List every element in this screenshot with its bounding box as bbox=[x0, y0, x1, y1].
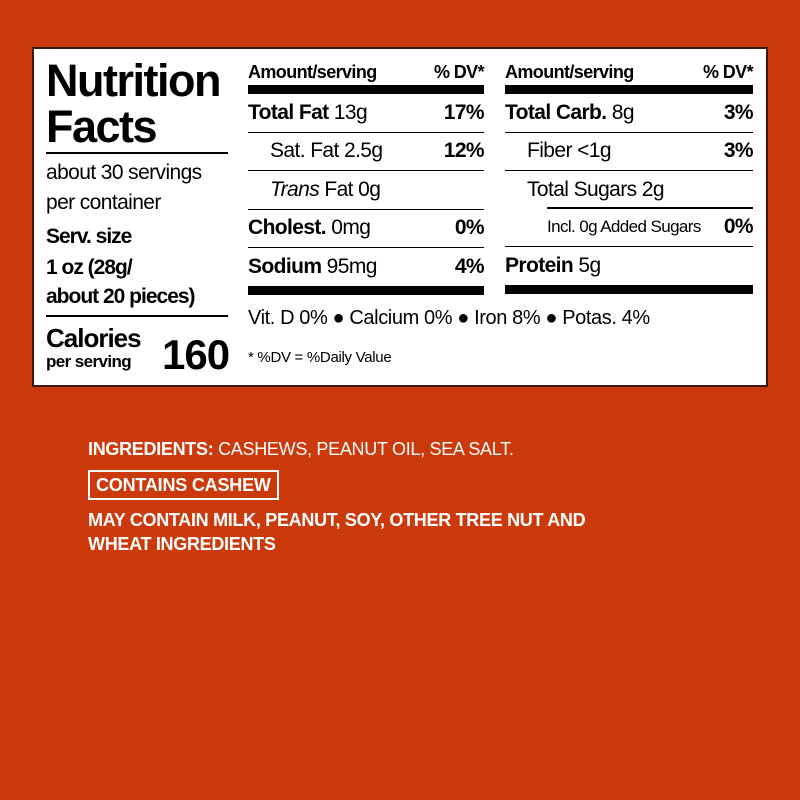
nutrient-name: Total Sugars bbox=[527, 177, 637, 201]
vitamins-minerals: Vit. D 0% ● Calcium 0% ● Iron 8% ● Potas… bbox=[248, 307, 650, 329]
thick-rule bbox=[505, 85, 753, 94]
nutrient-row: Total Carb. 8g 3% bbox=[505, 94, 754, 133]
nutrient-dv: 12% bbox=[443, 139, 485, 163]
nutrient-dv: 4% bbox=[454, 254, 485, 278]
nutrient-name: Incl. 0g Added Sugars bbox=[547, 217, 701, 237]
thick-rule bbox=[248, 285, 484, 295]
nutrient-name: Total Carb. bbox=[505, 100, 607, 124]
servings-per-container-2: per container bbox=[46, 191, 161, 214]
title-nutrition: Nutrition bbox=[46, 55, 221, 106]
nutrient-row: Cholest. 0mg 0% bbox=[248, 210, 485, 248]
calories-sub: per serving bbox=[46, 352, 132, 371]
divider bbox=[547, 207, 753, 209]
nutrient-row: Total Sugars 2g bbox=[505, 171, 753, 209]
nutrient-name: Sodium bbox=[248, 254, 322, 278]
header-amount: Amount/serving bbox=[248, 62, 377, 82]
may-contain-line2: WHEAT INGREDIENTS bbox=[88, 534, 276, 554]
nutrient-dv: 3% bbox=[723, 139, 754, 163]
ingredients-list: INGREDIENTS: CASHEWS, PEANUT OIL, SEA SA… bbox=[88, 439, 514, 460]
nutrient-table-left: Amount/serving % DV* Total Fat 13g 17% S… bbox=[248, 59, 485, 295]
nutrient-amount: 95mg bbox=[326, 254, 378, 278]
nutrient-dv: 0% bbox=[454, 216, 485, 240]
nutrient-amount: 2.5g bbox=[343, 139, 383, 163]
serving-size-label: Serv. size bbox=[46, 225, 132, 248]
may-contain-line1: MAY CONTAIN MILK, PEANUT, SOY, OTHER TRE… bbox=[88, 510, 586, 530]
servings-per-container: about 30 servings bbox=[46, 161, 202, 184]
nutrient-row: Total Fat 13g 17% bbox=[248, 94, 485, 133]
nutrient-row: Protein 5g bbox=[505, 247, 753, 285]
title-facts: Facts bbox=[46, 101, 158, 152]
table-header: Amount/serving % DV* bbox=[248, 59, 485, 85]
thick-rule bbox=[248, 85, 484, 94]
thick-rule bbox=[505, 284, 753, 294]
serving-size-value: 1 oz (28g/ bbox=[46, 256, 133, 279]
calories-value: 160 bbox=[162, 331, 230, 378]
nutrient-row: Trans Fat 0g bbox=[248, 171, 484, 210]
nutrient-dv: 17% bbox=[443, 100, 485, 124]
nutrient-row: Sat. Fat 2.5g 12% bbox=[248, 133, 485, 171]
nutrient-name: Protein bbox=[505, 253, 574, 277]
header-dv: % DV* bbox=[433, 62, 485, 82]
nutrient-amount: 2g bbox=[641, 177, 665, 201]
nutrient-name: Cholest. bbox=[248, 216, 327, 240]
nutrient-name: Total Fat bbox=[248, 100, 329, 124]
header-dv: % DV* bbox=[702, 62, 754, 82]
serving-size-value-2: about 20 pieces) bbox=[46, 285, 196, 308]
table-header: Amount/serving % DV* bbox=[505, 59, 754, 85]
ingredients-text: CASHEWS, PEANUT OIL, SEA SALT. bbox=[218, 439, 514, 459]
nutrient-amount: 13g bbox=[333, 100, 368, 124]
nutrient-amount: 0g bbox=[358, 177, 381, 201]
nutrient-amount: <1g bbox=[577, 139, 611, 163]
nutrient-dv: 0% bbox=[723, 215, 754, 239]
nutrient-amount: 8g bbox=[611, 100, 635, 124]
nutrient-dv: 3% bbox=[723, 100, 754, 124]
calories-label: Calories bbox=[46, 323, 142, 353]
nutrient-row: Incl. 0g Added Sugars 0% bbox=[505, 209, 754, 247]
ingredients-label: INGREDIENTS: bbox=[88, 439, 214, 459]
nutrition-facts-panel: Nutrition Facts about 30 servings per co… bbox=[32, 47, 768, 387]
nutrient-amount: 0mg bbox=[331, 216, 371, 240]
dv-footnote: * %DV = %Daily Value bbox=[248, 349, 392, 366]
divider bbox=[46, 152, 228, 154]
nutrient-name: Fat bbox=[324, 177, 353, 201]
header-amount: Amount/serving bbox=[505, 62, 634, 82]
divider bbox=[46, 315, 228, 317]
nutrient-amount: 5g bbox=[578, 253, 601, 277]
nutrient-name: Sat. Fat bbox=[270, 139, 339, 163]
nutrient-row: Fiber <1g 3% bbox=[505, 133, 754, 171]
nutrient-row: Sodium 95mg 4% bbox=[248, 248, 485, 286]
allergen-contains-box: CONTAINS CASHEW bbox=[88, 470, 279, 500]
nutrient-name: Fiber bbox=[527, 139, 572, 163]
nutrient-table-right: Amount/serving % DV* Total Carb. 8g 3% F… bbox=[505, 59, 754, 294]
nutrient-name-italic: Trans bbox=[270, 177, 320, 201]
